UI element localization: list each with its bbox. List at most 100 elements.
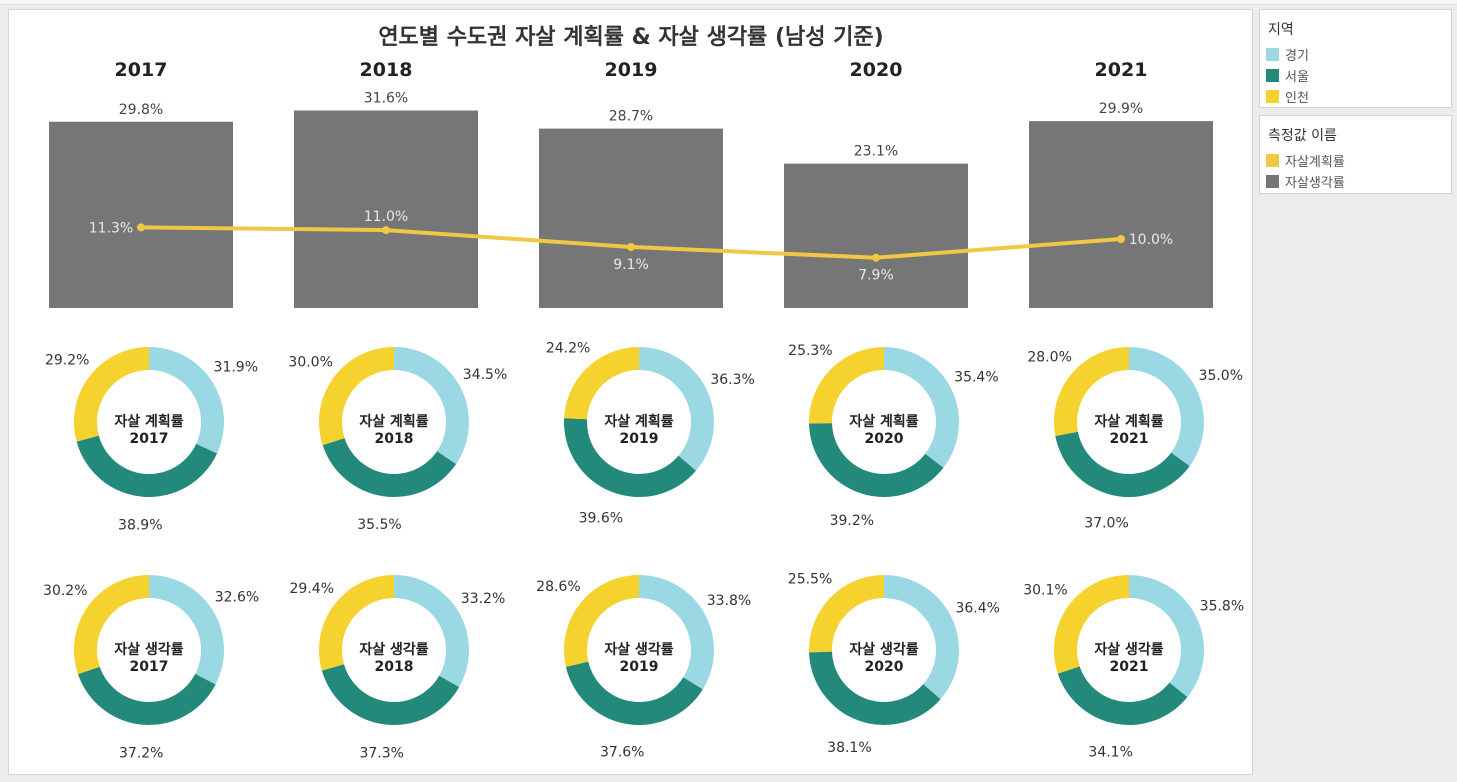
donut-center-year: 2019: [620, 431, 659, 447]
donut-center-year: 2018: [375, 659, 414, 675]
donut-value-label: 37.0%: [1084, 516, 1128, 532]
line-value-label: 10.0%: [1129, 232, 1173, 248]
donut-center-year: 2021: [1110, 659, 1149, 675]
chart-canvas: 연도별 수도권 자살 계획률 & 자살 생각률 (남성 기준) 2017 29.8…: [43, 25, 1244, 762]
donut-value-label: 25.5%: [788, 571, 832, 587]
donut-center-year: 2020: [865, 659, 904, 675]
donut-slice: [1054, 346, 1129, 437]
donut-value-label: 33.2%: [461, 591, 505, 607]
donut-value-label: 36.4%: [955, 600, 999, 616]
donut-center-year: 2017: [130, 431, 169, 447]
donut-value-label: 39.6%: [579, 511, 623, 527]
line-point: [382, 226, 390, 235]
donut-slice: [394, 575, 469, 688]
year-header: 2017: [115, 59, 168, 81]
donut-value-label: 37.2%: [119, 746, 163, 762]
year-header: 2019: [605, 59, 658, 81]
donut-slice: [809, 575, 884, 653]
legend-measure-item-1[interactable]: 자살생각률: [1260, 171, 1451, 192]
legend-measure-swatch: [1266, 154, 1279, 167]
legend-measure-title: 측정값 이름: [1268, 128, 1337, 144]
donut-slice: [564, 418, 696, 498]
donut-slice: [809, 651, 941, 726]
donut-slice: [394, 347, 470, 465]
legend-region-label: 인천: [1285, 91, 1309, 106]
legend-measure-label: 자살계획률: [1285, 155, 1345, 170]
donut-value-label: 35.5%: [357, 517, 401, 533]
donut-center-year: 2021: [1110, 431, 1149, 447]
donut-center-label: 자살 생각률: [1094, 641, 1163, 658]
donut-slice: [639, 575, 715, 690]
bar-thought: [294, 110, 478, 308]
donut-slice: [1129, 575, 1205, 698]
bar-thought: [539, 128, 723, 308]
bar-thought: [784, 163, 968, 308]
legend-measure-item-0[interactable]: 자살계획률: [1260, 150, 1451, 171]
donut-center-label: 자살 생각률: [114, 641, 183, 658]
line-value-label: 11.3%: [89, 220, 133, 236]
donut-center-label: 자살 계획률: [359, 413, 428, 430]
bar-value-label: 28.7%: [609, 109, 653, 125]
legend-region-title: 지역: [1268, 22, 1294, 38]
donut-slice: [809, 423, 944, 497]
donut-slice: [319, 347, 394, 446]
donut-value-label: 36.3%: [710, 372, 754, 388]
donut-center-label: 자살 생각률: [604, 641, 673, 658]
bar-thought: [1029, 121, 1213, 308]
donut-center-label: 자살 계획률: [604, 413, 673, 430]
donut-value-label: 39.2%: [830, 513, 874, 529]
donut-slice: [1057, 666, 1188, 726]
donut-center-year: 2018: [375, 431, 414, 447]
donut-value-label: 30.1%: [1023, 583, 1067, 599]
donut-slice: [73, 575, 149, 675]
line-point: [1117, 235, 1125, 243]
legend-region-label: 서울: [1285, 70, 1309, 85]
legend-region-swatch: [1266, 48, 1279, 61]
donut-slice: [565, 661, 703, 725]
donut-value-label: 35.0%: [1199, 368, 1243, 384]
donut-slice: [884, 575, 960, 700]
bar-thought: [49, 121, 233, 308]
legend-region-item-1[interactable]: 서울: [1260, 65, 1451, 86]
donut-center-label: 자살 생각률: [359, 641, 428, 658]
bar-value-label: 23.1%: [854, 144, 898, 160]
donut-slice: [149, 575, 224, 685]
donut-center-year: 2019: [620, 659, 659, 675]
line-point: [137, 223, 145, 232]
year-header: 2021: [1095, 59, 1148, 81]
donut-value-label: 29.4%: [290, 581, 334, 597]
chart-title: 연도별 수도권 자살 계획률 & 자살 생각률 (남성 기준): [378, 25, 883, 50]
donut-slice: [884, 347, 959, 468]
donut-value-label: 32.6%: [215, 589, 259, 605]
donut-value-label: 28.6%: [536, 579, 580, 595]
donut-slice: [1055, 431, 1190, 497]
donut-value-label: 37.3%: [359, 745, 403, 761]
year-header: 2018: [360, 59, 413, 81]
donut-value-label: 35.8%: [1200, 599, 1244, 615]
donut-slice: [322, 438, 457, 497]
donut-value-label: 30.2%: [43, 583, 87, 599]
donut-value-label: 33.8%: [707, 593, 751, 609]
donut-slice: [809, 347, 884, 424]
donut-slice: [639, 347, 714, 471]
window-top-strip: [0, 0, 1457, 5]
bar-value-label: 29.9%: [1099, 101, 1143, 117]
dashboard-panel: 연도별 수도권 자살 계획률 & 자살 생각률 (남성 기준) 2017 29.8…: [8, 9, 1253, 775]
donut-value-label: 35.4%: [954, 369, 998, 385]
donut-slice: [149, 347, 224, 454]
legend-measure-label: 자살생각률: [1285, 176, 1345, 191]
donut-value-label: 34.1%: [1088, 744, 1132, 760]
donut-slice: [74, 347, 149, 442]
legend-region-item-2[interactable]: 인천: [1260, 86, 1451, 107]
legend-region-item-0[interactable]: 경기: [1260, 44, 1451, 65]
